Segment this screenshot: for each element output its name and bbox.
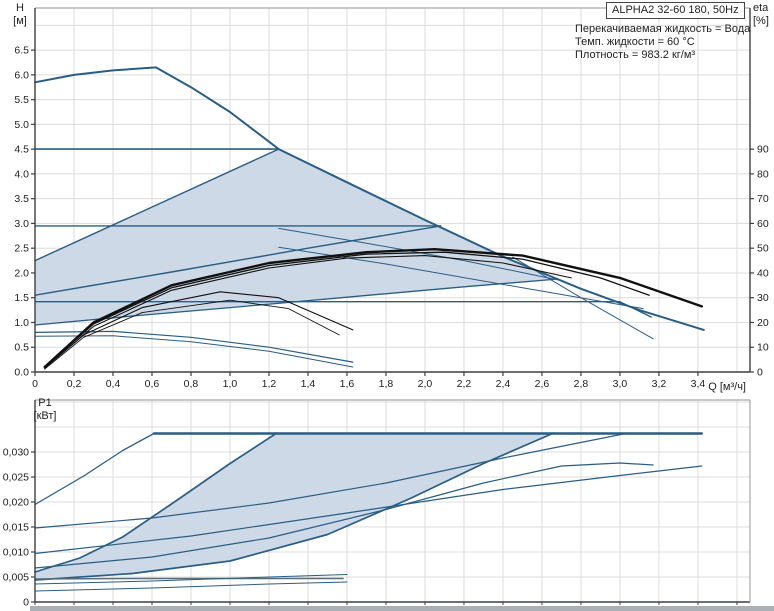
tick-label: 0,020 bbox=[3, 497, 29, 509]
gridlines bbox=[35, 8, 750, 372]
tick-label: 1.5 bbox=[14, 292, 29, 304]
p1-operating-range bbox=[35, 433, 554, 580]
head-axis-label: H [м] bbox=[6, 2, 34, 28]
plot-frame bbox=[34, 399, 751, 603]
fluid-info-line: Перекачиваемая жидкость = Вода bbox=[575, 23, 751, 35]
tick-label: 1,2 bbox=[262, 378, 277, 390]
head-axis-unit: [м] bbox=[13, 15, 27, 27]
eta-curve-min-2 bbox=[44, 299, 340, 370]
speed-curve-a bbox=[278, 227, 559, 281]
pp1-proportional-pressure bbox=[34, 225, 442, 296]
tick-label: 0 bbox=[757, 367, 763, 379]
fluid-info-block: Перекачиваемая жидкость = Вода Темп. жид… bbox=[575, 23, 750, 62]
power-axis-name: P1 bbox=[38, 397, 52, 409]
tick-label: 6.0 bbox=[14, 69, 29, 81]
tick-label: 0 bbox=[23, 597, 29, 609]
tick-label: 80 bbox=[757, 168, 769, 180]
fluid-info-line: Темп. жидкости = 60 °C bbox=[575, 36, 695, 48]
chart-panel-head: 0.0 0.5 1.0 1.5 2.0 2.5 3.0 3.5 4.0 4.5 5.0 5.5 6.0 6… bbox=[14, 7, 769, 390]
p1-flattening bbox=[34, 462, 654, 569]
tick-label: 90 bbox=[757, 144, 769, 156]
tick-label: 1,4 bbox=[301, 378, 316, 390]
tick-label: 5.5 bbox=[14, 94, 29, 106]
p1-range-upper bbox=[34, 432, 278, 573]
fluid-info-line: Плотность = 983.2 кг/м³ bbox=[575, 49, 696, 61]
tick-label: 40 bbox=[757, 267, 769, 279]
tick-labels: 0.0 0.5 1.0 1.5 2.0 2.5 3.0 3.5 4.0 4.5 5.0 5.5 6.0 6… bbox=[14, 45, 768, 390]
curves bbox=[34, 66, 705, 370]
tick-label: 3,4 bbox=[691, 378, 706, 390]
tick-label: 3,0 bbox=[613, 378, 628, 390]
tick-label: 2,0 bbox=[418, 378, 433, 390]
tick-label: 0,015 bbox=[3, 522, 29, 534]
p1-max-rise bbox=[34, 432, 155, 506]
tick-label: 60 bbox=[757, 218, 769, 230]
tick-label: 1.0 bbox=[14, 317, 29, 329]
tick-label: 0,8 bbox=[184, 378, 199, 390]
tick-label: 2.5 bbox=[14, 243, 29, 255]
pump-model-box: ALPHA2 32-60 180, 50Hz bbox=[606, 2, 745, 19]
tick-label: 0.0 bbox=[14, 367, 29, 379]
head-axis-name: H bbox=[16, 2, 24, 14]
tick-label: 1,0 bbox=[223, 378, 238, 390]
tick-label: 2,2 bbox=[457, 378, 472, 390]
tick-label: 20 bbox=[757, 317, 769, 329]
tick-label: 2,4 bbox=[496, 378, 511, 390]
tick-label: 1,6 bbox=[340, 378, 355, 390]
p1-riser bbox=[34, 465, 703, 555]
eta-curve-min-1 bbox=[44, 291, 354, 369]
plot-frame bbox=[34, 7, 751, 373]
tick-label: 0,6 bbox=[145, 378, 160, 390]
eta-curve-2 bbox=[44, 251, 650, 368]
tick-label: 6.5 bbox=[14, 45, 29, 57]
p1-min-2 bbox=[34, 574, 348, 585]
p1-min-flat bbox=[34, 577, 344, 580]
tick-label: 70 bbox=[757, 193, 769, 205]
pp2-proportional-pressure bbox=[34, 148, 280, 262]
cp-low-constant-pressure-1_4m bbox=[34, 301, 652, 318]
tick-label: 3,2 bbox=[652, 378, 667, 390]
tick-label: 2.0 bbox=[14, 267, 29, 279]
tick-label: 4.5 bbox=[14, 144, 29, 156]
tick-labels: 0 0,005 0,010 0,015 0,020 0,025 0,030 bbox=[3, 447, 738, 609]
eta-axis-label: eta [%] bbox=[753, 2, 774, 28]
tick-label: 0,030 bbox=[3, 447, 29, 459]
tick-label: 2,6 bbox=[535, 378, 550, 390]
tick-label: 0,025 bbox=[3, 472, 29, 484]
tick-label: 0,005 bbox=[3, 572, 29, 584]
tick-label: 0.5 bbox=[14, 342, 29, 354]
tick-label: 0,4 bbox=[106, 378, 121, 390]
tick-label: 5.0 bbox=[14, 119, 29, 131]
tick-label: 0,2 bbox=[67, 378, 82, 390]
tick-label: 30 bbox=[757, 292, 769, 304]
chart-panel-power: 0 0,005 0,010 0,015 0,020 0,025 0,030 bbox=[3, 399, 751, 609]
power-axis-unit: [кВт] bbox=[33, 410, 57, 422]
tick-label: 0 bbox=[32, 378, 38, 390]
tick-label: 4.0 bbox=[14, 168, 29, 180]
eta-axis-unit: [%] bbox=[753, 15, 769, 27]
power-axis-label: P1 [кВт] bbox=[26, 397, 64, 423]
tick-label: 10 bbox=[757, 342, 769, 354]
p1-speed-iii bbox=[34, 432, 627, 529]
p1-range-lower bbox=[34, 432, 555, 581]
p1-min-3 bbox=[34, 581, 348, 592]
eta-curve-max bbox=[43, 247, 703, 369]
bottom-window-border bbox=[30, 606, 774, 611]
tick-label: 2,8 bbox=[574, 378, 589, 390]
curves bbox=[34, 432, 703, 592]
eta-curve-3 bbox=[44, 255, 572, 369]
eta-axis-name: eta bbox=[753, 2, 769, 14]
tick-label: 3.0 bbox=[14, 218, 29, 230]
flow-axis-label: Q [м³/ч] bbox=[708, 381, 746, 393]
min-speed-curve-2 bbox=[34, 335, 354, 368]
tick-label: 3.5 bbox=[14, 193, 29, 205]
tick-label: 50 bbox=[757, 243, 769, 255]
autoadapt-operating-range bbox=[35, 149, 554, 325]
tick-label: 0,010 bbox=[3, 547, 29, 559]
tick-label: 1,8 bbox=[379, 378, 394, 390]
